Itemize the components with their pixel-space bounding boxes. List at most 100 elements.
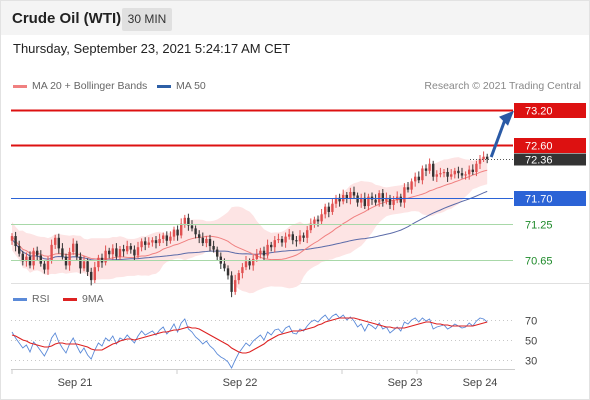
candle-body — [50, 244, 53, 261]
candle-body — [324, 206, 327, 215]
candle — [356, 192, 359, 207]
candle — [61, 243, 64, 260]
candle — [450, 169, 453, 180]
candle-body — [352, 191, 356, 196]
resistance-tag — [514, 138, 586, 153]
candle — [273, 236, 276, 253]
candle — [453, 167, 456, 179]
candle-body — [75, 243, 78, 257]
candle — [190, 220, 194, 232]
candle-body — [428, 163, 431, 171]
candle — [280, 236, 284, 247]
candle — [309, 218, 312, 234]
candle — [111, 244, 114, 260]
candle-body — [374, 199, 377, 203]
candle — [126, 240, 129, 255]
candle-body — [327, 206, 330, 212]
candle — [140, 238, 143, 252]
candle-body — [165, 235, 168, 241]
candle-body — [288, 234, 291, 237]
candle — [421, 165, 424, 185]
candle — [122, 244, 125, 257]
candle — [486, 153, 489, 164]
candle-body — [270, 244, 273, 248]
candle — [237, 270, 240, 285]
candle — [21, 250, 24, 266]
candle — [270, 241, 273, 252]
candle-body — [284, 236, 287, 243]
candle-body — [417, 176, 420, 181]
candle-body — [118, 248, 122, 257]
candle — [360, 193, 363, 208]
candle-body — [187, 217, 190, 226]
candle — [54, 234, 57, 249]
legend-ma50-label: MA 50 — [176, 80, 206, 92]
candle-body — [86, 261, 89, 272]
candle — [180, 218, 183, 239]
candle-body — [43, 263, 46, 270]
candle — [374, 194, 377, 206]
candle — [295, 236, 298, 247]
candle-body — [298, 235, 302, 242]
candle — [424, 164, 428, 177]
candle-body — [180, 223, 183, 236]
candle-body — [54, 237, 57, 245]
candle-body — [475, 163, 478, 172]
candle-body — [277, 238, 280, 241]
candle-body — [406, 187, 410, 190]
rsi-9ma-line — [11, 317, 488, 354]
candle-body — [28, 256, 32, 266]
legend-9ma-label: 9MA — [82, 293, 104, 305]
candle-body — [223, 263, 226, 269]
candle — [403, 183, 406, 208]
x-tick-label: Sep 21 — [58, 377, 93, 389]
candle — [327, 202, 330, 218]
candle-body — [403, 187, 406, 203]
level-resistance-1: 72.60 — [11, 138, 586, 153]
candle — [50, 239, 53, 264]
candle — [428, 158, 431, 174]
candle — [302, 232, 305, 242]
candle — [212, 240, 215, 253]
candle-body — [237, 273, 240, 281]
candle — [68, 247, 71, 271]
legend-ma50: MA 50 — [157, 80, 206, 92]
candle-body — [201, 237, 204, 244]
candle — [86, 258, 89, 277]
x-tick-label: Sep 22 — [223, 377, 258, 389]
candle — [277, 233, 280, 244]
candle — [381, 189, 384, 207]
candle — [75, 240, 78, 261]
candle-body — [244, 261, 248, 268]
candle — [334, 194, 338, 208]
candle-body — [115, 248, 118, 257]
candle-body — [97, 257, 100, 268]
candle — [151, 237, 154, 247]
candle — [338, 193, 341, 207]
support-label: 71.25 — [525, 220, 553, 232]
candle-body — [93, 267, 96, 281]
candle-body — [468, 169, 471, 175]
legend-9ma: 9MA — [63, 293, 104, 305]
candle-body — [72, 243, 75, 252]
candle-body — [471, 169, 474, 172]
candle-body — [291, 234, 294, 241]
candle-body — [442, 171, 446, 174]
candle — [435, 170, 438, 182]
candle-body — [410, 181, 413, 190]
candle-body — [108, 250, 111, 255]
candle — [201, 232, 204, 247]
support-label: 70.65 — [525, 256, 553, 268]
candle — [226, 265, 230, 280]
timeframe-badge[interactable]: 30 MIN — [122, 8, 172, 31]
candle-body — [453, 170, 456, 175]
candle — [478, 154, 482, 170]
candle-body — [230, 275, 233, 292]
candle-body — [252, 258, 255, 266]
candle — [216, 246, 219, 261]
candle-body — [331, 203, 334, 212]
candle — [432, 160, 435, 181]
resistance-tag-label: 72.60 — [525, 141, 553, 153]
candle — [255, 248, 258, 262]
candle-body — [39, 255, 42, 264]
